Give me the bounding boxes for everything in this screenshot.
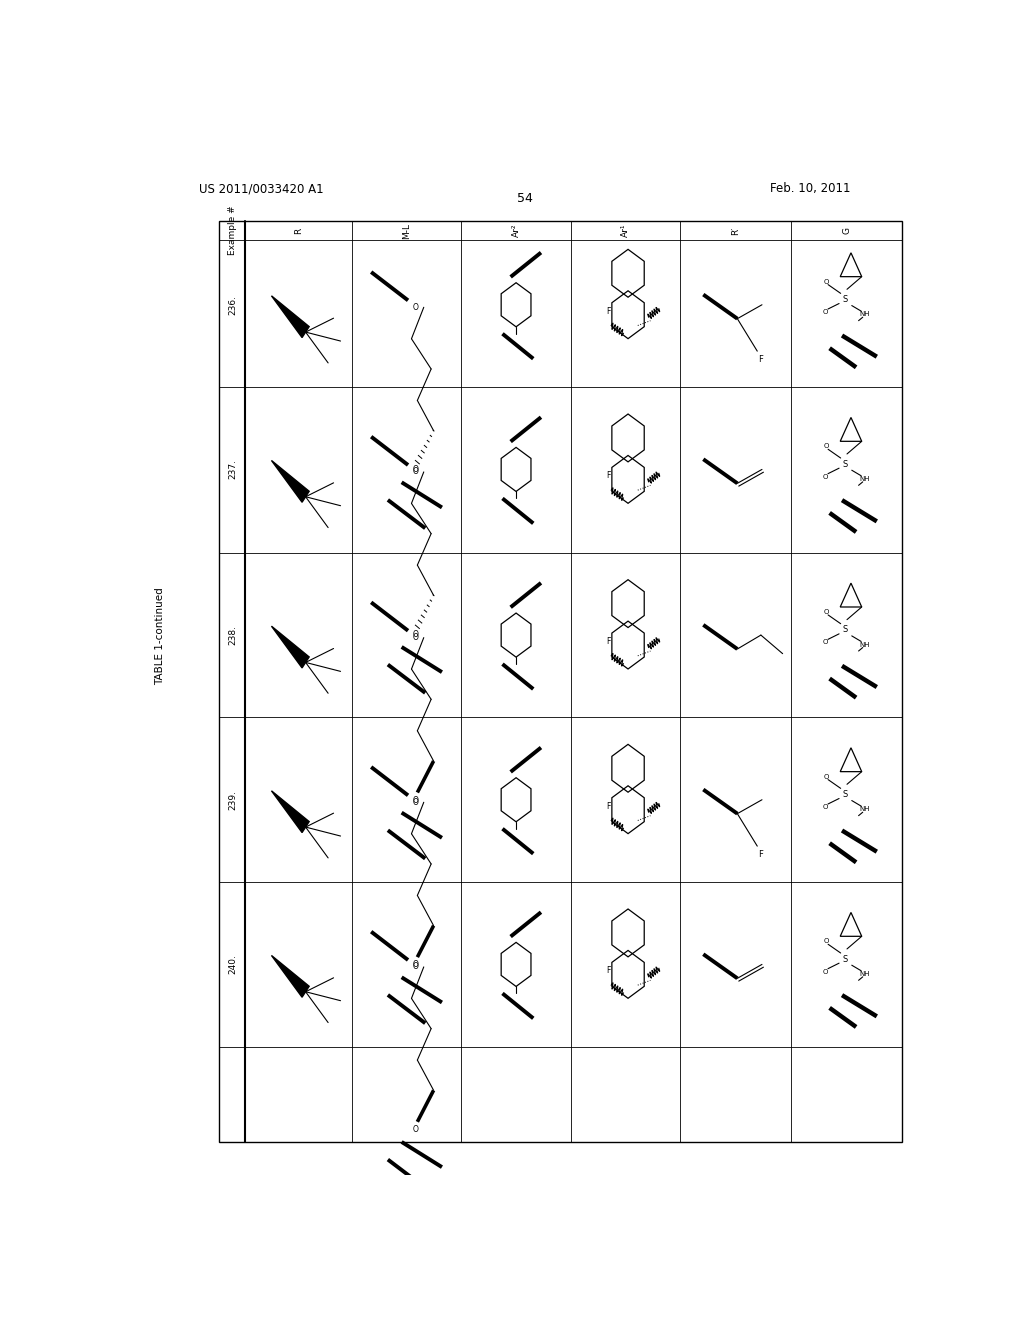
Text: O: O (822, 969, 827, 974)
Text: O: O (822, 474, 827, 479)
Text: R: R (294, 227, 303, 234)
Text: F: F (606, 306, 610, 315)
Text: O: O (413, 960, 419, 969)
Text: US 2011/0033420 A1: US 2011/0033420 A1 (200, 182, 324, 195)
Text: S: S (843, 789, 848, 799)
Text: O: O (824, 444, 829, 449)
Text: NH: NH (859, 475, 869, 482)
Text: S: S (843, 294, 848, 304)
Text: Ar¹: Ar¹ (622, 224, 630, 238)
Text: F: F (606, 638, 610, 645)
Text: F: F (606, 801, 610, 810)
Text: O: O (824, 774, 829, 780)
Text: Example #: Example # (228, 206, 238, 255)
Text: O: O (413, 1125, 419, 1134)
Text: R′: R′ (731, 227, 740, 235)
Text: O: O (413, 302, 419, 312)
Text: M-L: M-L (402, 223, 411, 239)
Text: O: O (822, 804, 827, 810)
Text: O: O (824, 279, 829, 285)
Text: O: O (824, 609, 829, 615)
Text: Ar²: Ar² (512, 224, 520, 238)
Text: O: O (824, 939, 829, 944)
Text: O: O (413, 630, 419, 639)
Text: O: O (822, 639, 827, 645)
Polygon shape (271, 461, 309, 502)
Text: Feb. 10, 2011: Feb. 10, 2011 (770, 182, 850, 195)
Text: O: O (413, 467, 419, 477)
Text: F: F (759, 355, 763, 364)
Text: 239.: 239. (228, 789, 238, 809)
Text: NH: NH (859, 807, 869, 812)
Text: 236.: 236. (228, 294, 238, 314)
Polygon shape (271, 791, 309, 833)
Text: TABLE 1-continued: TABLE 1-continued (155, 587, 165, 685)
Polygon shape (271, 956, 309, 997)
Text: F: F (606, 471, 610, 480)
Text: O: O (413, 465, 419, 474)
Text: O: O (413, 797, 419, 807)
Text: 240.: 240. (228, 954, 238, 974)
Text: NH: NH (859, 970, 869, 977)
Polygon shape (271, 626, 309, 668)
Text: S: S (843, 459, 848, 469)
Text: F: F (606, 966, 610, 975)
Polygon shape (271, 296, 309, 338)
Text: S: S (843, 626, 848, 635)
Text: 54: 54 (517, 191, 532, 205)
Text: O: O (413, 962, 419, 972)
Text: O: O (413, 796, 419, 804)
Text: NH: NH (859, 312, 869, 317)
Text: G: G (843, 227, 852, 234)
Text: 237.: 237. (228, 459, 238, 479)
Text: F: F (759, 850, 763, 859)
Bar (219, 222, 902, 1142)
Text: O: O (822, 309, 827, 315)
Text: NH: NH (859, 642, 869, 648)
Text: S: S (843, 954, 848, 964)
Text: O: O (413, 634, 419, 642)
Text: 238.: 238. (228, 626, 238, 645)
